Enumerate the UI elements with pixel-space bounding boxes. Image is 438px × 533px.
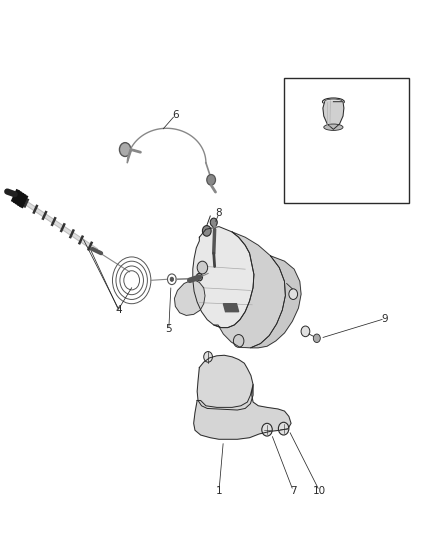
Ellipse shape [324,99,343,104]
Circle shape [262,423,272,436]
Circle shape [202,225,211,236]
Polygon shape [174,280,205,316]
Circle shape [170,277,173,281]
Polygon shape [194,384,291,439]
Text: 10: 10 [313,486,326,496]
Text: 2: 2 [360,134,367,144]
Polygon shape [193,227,254,328]
Text: 5: 5 [166,324,172,334]
Circle shape [233,335,244,348]
Text: 3: 3 [388,158,395,168]
Polygon shape [323,102,344,130]
Text: 9: 9 [381,313,388,324]
Polygon shape [223,304,239,312]
Text: 6: 6 [172,110,179,120]
Text: 4: 4 [115,305,122,315]
Bar [285,78,409,203]
Circle shape [279,422,289,435]
Ellipse shape [324,124,343,131]
Text: 1: 1 [215,486,223,496]
Circle shape [313,334,320,343]
Text: 8: 8 [215,208,223,219]
Text: 7: 7 [290,486,297,496]
Polygon shape [197,356,253,410]
Polygon shape [214,232,286,348]
Circle shape [204,352,212,362]
Circle shape [120,143,131,157]
Circle shape [301,326,310,337]
Circle shape [289,289,297,300]
Circle shape [210,218,217,227]
Circle shape [207,174,215,185]
Polygon shape [251,256,301,348]
Circle shape [197,261,208,274]
